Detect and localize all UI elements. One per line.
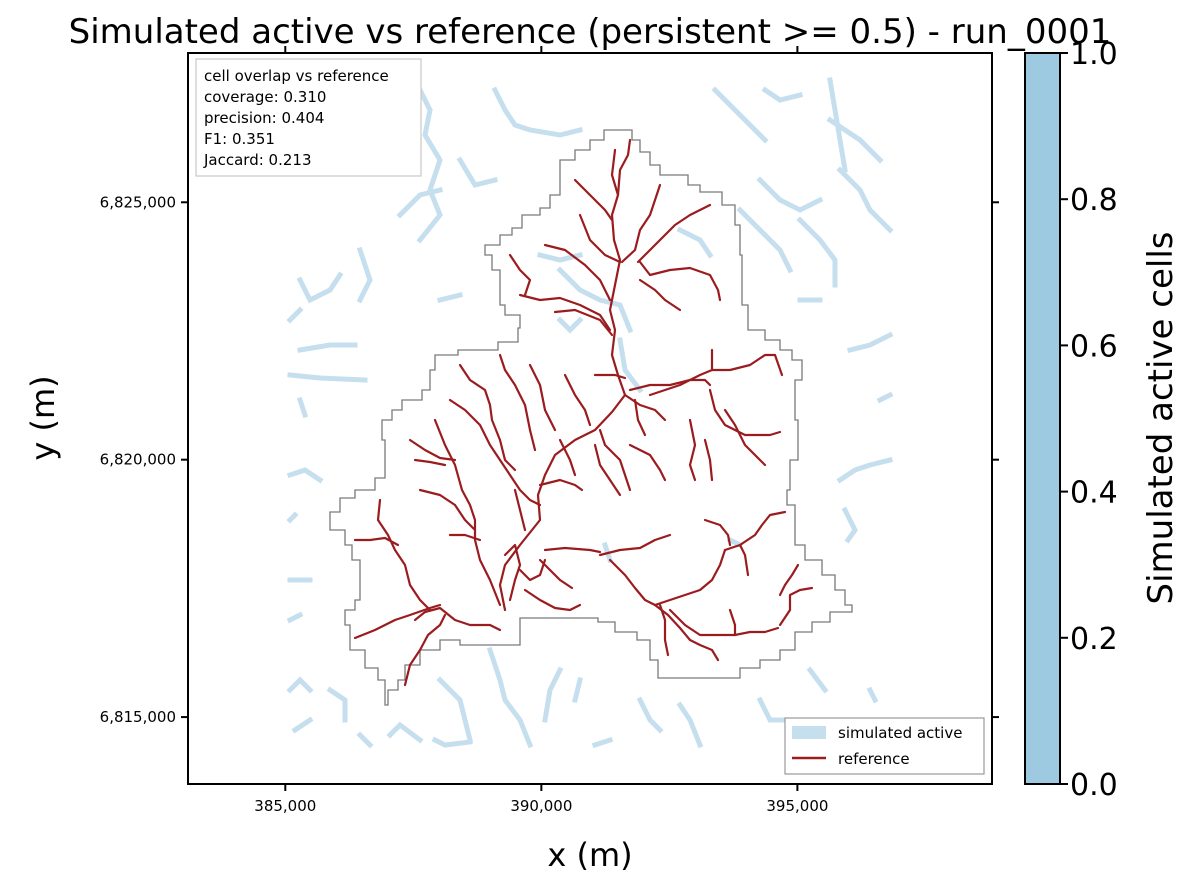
y-tick-label: 6,825,000 <box>100 193 176 211</box>
stats-precision: precision: 0.404 <box>204 109 324 127</box>
stats-jaccard: Jaccard: 0.213 <box>203 151 312 169</box>
y-tick-label: 6,820,000 <box>100 451 176 469</box>
legend: simulated active reference <box>784 717 985 775</box>
colorbar-tick-label: 0.2 <box>1070 622 1118 657</box>
chart-title: Simulated active vs reference (persisten… <box>69 12 1112 52</box>
colorbar-bar <box>1024 52 1061 785</box>
stats-heading: cell overlap vs reference <box>204 67 389 85</box>
legend-label-reference: reference <box>838 750 910 768</box>
x-tick-label: 395,000 <box>766 797 828 815</box>
reference-streams <box>353 138 814 687</box>
colorbar-label: Simulated active cells <box>1141 232 1181 605</box>
y-axis-label: y (m) <box>24 375 62 460</box>
map-axes-frame <box>187 52 993 785</box>
stats-coverage: coverage: 0.310 <box>204 88 326 106</box>
x-tick-label: 390,000 <box>510 797 572 815</box>
colorbar-tick-label: 0.4 <box>1070 476 1118 511</box>
simulated-active-cells <box>286 77 894 749</box>
x-tick-label: 385,000 <box>254 797 316 815</box>
legend-patch-simulated <box>792 726 826 739</box>
legend-label-simulated: simulated active <box>838 724 962 742</box>
stats-box: cell overlap vs reference coverage: 0.31… <box>195 58 422 177</box>
watershed-boundary <box>329 129 853 706</box>
colorbar-ticks: 0.0 0.2 0.4 0.6 0.8 1.0 <box>1060 37 1118 803</box>
y-tick-label: 6,815,000 <box>100 708 176 726</box>
colorbar: 0.0 0.2 0.4 0.6 0.8 1.0 Simulated active cell… <box>1024 37 1181 803</box>
map-content <box>286 77 894 749</box>
x-axis-label: x (m) <box>547 836 632 874</box>
colorbar-tick-label: 0.6 <box>1070 329 1118 364</box>
colorbar-tick-label: 0.8 <box>1070 183 1118 218</box>
legend-frame <box>784 717 985 775</box>
colorbar-tick-label: 0.0 <box>1070 768 1118 803</box>
stats-box-frame <box>195 58 422 177</box>
colorbar-tick-label: 1.0 <box>1070 37 1118 72</box>
stats-f1: F1: 0.351 <box>204 130 275 148</box>
axis-ticks: 385,000 390,000 395,000 6,815,000 6,820,000 6… <box>100 46 999 815</box>
